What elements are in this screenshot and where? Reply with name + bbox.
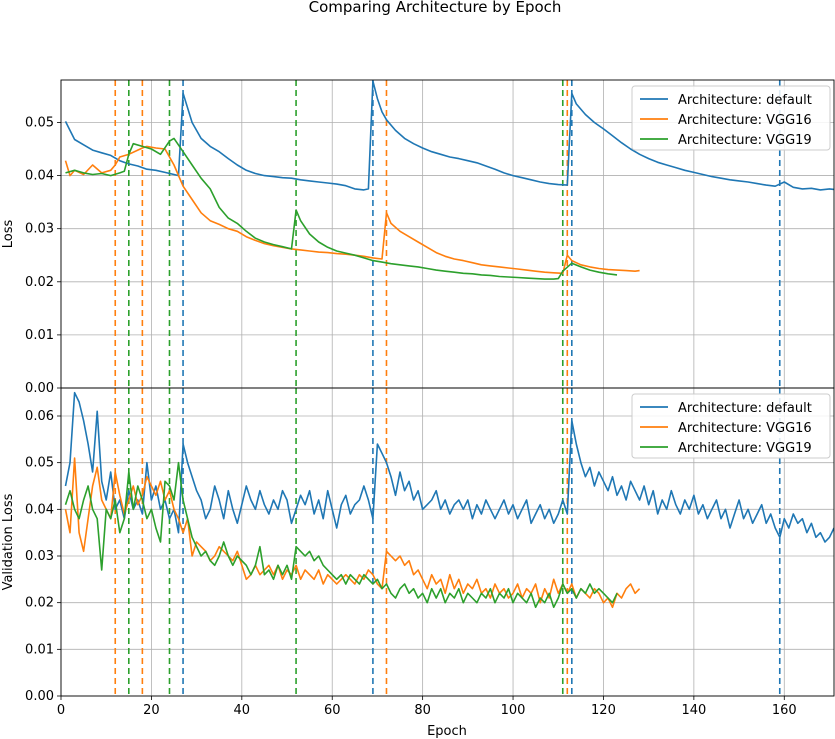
legend: Architecture: default Architecture: VGG16… bbox=[631, 85, 831, 151]
series-line-default bbox=[64, 391, 834, 543]
y-tick-label: 0.04 bbox=[25, 502, 54, 517]
plot-area bbox=[64, 388, 834, 696]
series-line-vgg19 bbox=[64, 461, 618, 609]
y-tick-label: 0.05 bbox=[25, 456, 54, 471]
series-line-default bbox=[64, 80, 834, 191]
y-tick-label: 0.02 bbox=[25, 275, 54, 290]
legend-label: Architecture: default bbox=[678, 401, 812, 416]
y-tick-label: 0.02 bbox=[25, 596, 54, 611]
y-tick-label: 0.06 bbox=[25, 409, 54, 424]
x-tick-label: 120 bbox=[591, 703, 616, 718]
legend-box bbox=[631, 85, 831, 151]
y-tick-label: 0.04 bbox=[25, 169, 54, 184]
x-tick-label: 20 bbox=[143, 703, 160, 718]
legend-box bbox=[631, 393, 831, 459]
y-tick-label: 0.01 bbox=[25, 642, 54, 657]
y-axis-label: Loss bbox=[1, 220, 16, 249]
series-line-vgg16 bbox=[64, 457, 641, 609]
x-tick-label: 40 bbox=[234, 703, 251, 718]
y-tick-label: 0.01 bbox=[25, 328, 54, 343]
x-axis-label: Epoch bbox=[427, 724, 467, 739]
legend: Architecture: default Architecture: VGG16… bbox=[631, 393, 831, 459]
y-tick-label: 0.00 bbox=[25, 689, 54, 704]
x-tick-label: 100 bbox=[501, 703, 526, 718]
legend-label: Architecture: VGG19 bbox=[678, 441, 812, 456]
chart-title: Comparing Architecture by Epoch bbox=[309, 0, 562, 16]
x-tick-label: 0 bbox=[57, 703, 65, 718]
x-tick-label: 80 bbox=[414, 703, 431, 718]
axes-frame bbox=[60, 387, 835, 697]
x-tick-label: 160 bbox=[772, 703, 797, 718]
y-tick-label: 0.05 bbox=[25, 115, 54, 130]
panel-1: 0.00 0.01 0.02 0.03 0.04 0.05 Loss Architecture… bbox=[1, 79, 835, 396]
x-tick-label: 60 bbox=[324, 703, 341, 718]
x-tick-label: 140 bbox=[681, 703, 706, 718]
legend-label: Architecture: VGG19 bbox=[678, 133, 812, 148]
y-tick-label: 0.03 bbox=[25, 549, 54, 564]
y-axis-label: Validation Loss bbox=[1, 493, 16, 590]
series-line-vgg19 bbox=[65, 137, 618, 280]
legend-label: Architecture: default bbox=[678, 93, 812, 108]
legend-label: Architecture: VGG16 bbox=[678, 421, 812, 436]
legend-label: Architecture: VGG16 bbox=[678, 113, 812, 128]
y-tick-label: 0.00 bbox=[25, 381, 54, 396]
y-tick-label: 0.03 bbox=[25, 222, 54, 237]
panel-2: 0.00 0.01 0.02 0.03 0.04 0.05 0.06 Validation L… bbox=[1, 387, 835, 718]
